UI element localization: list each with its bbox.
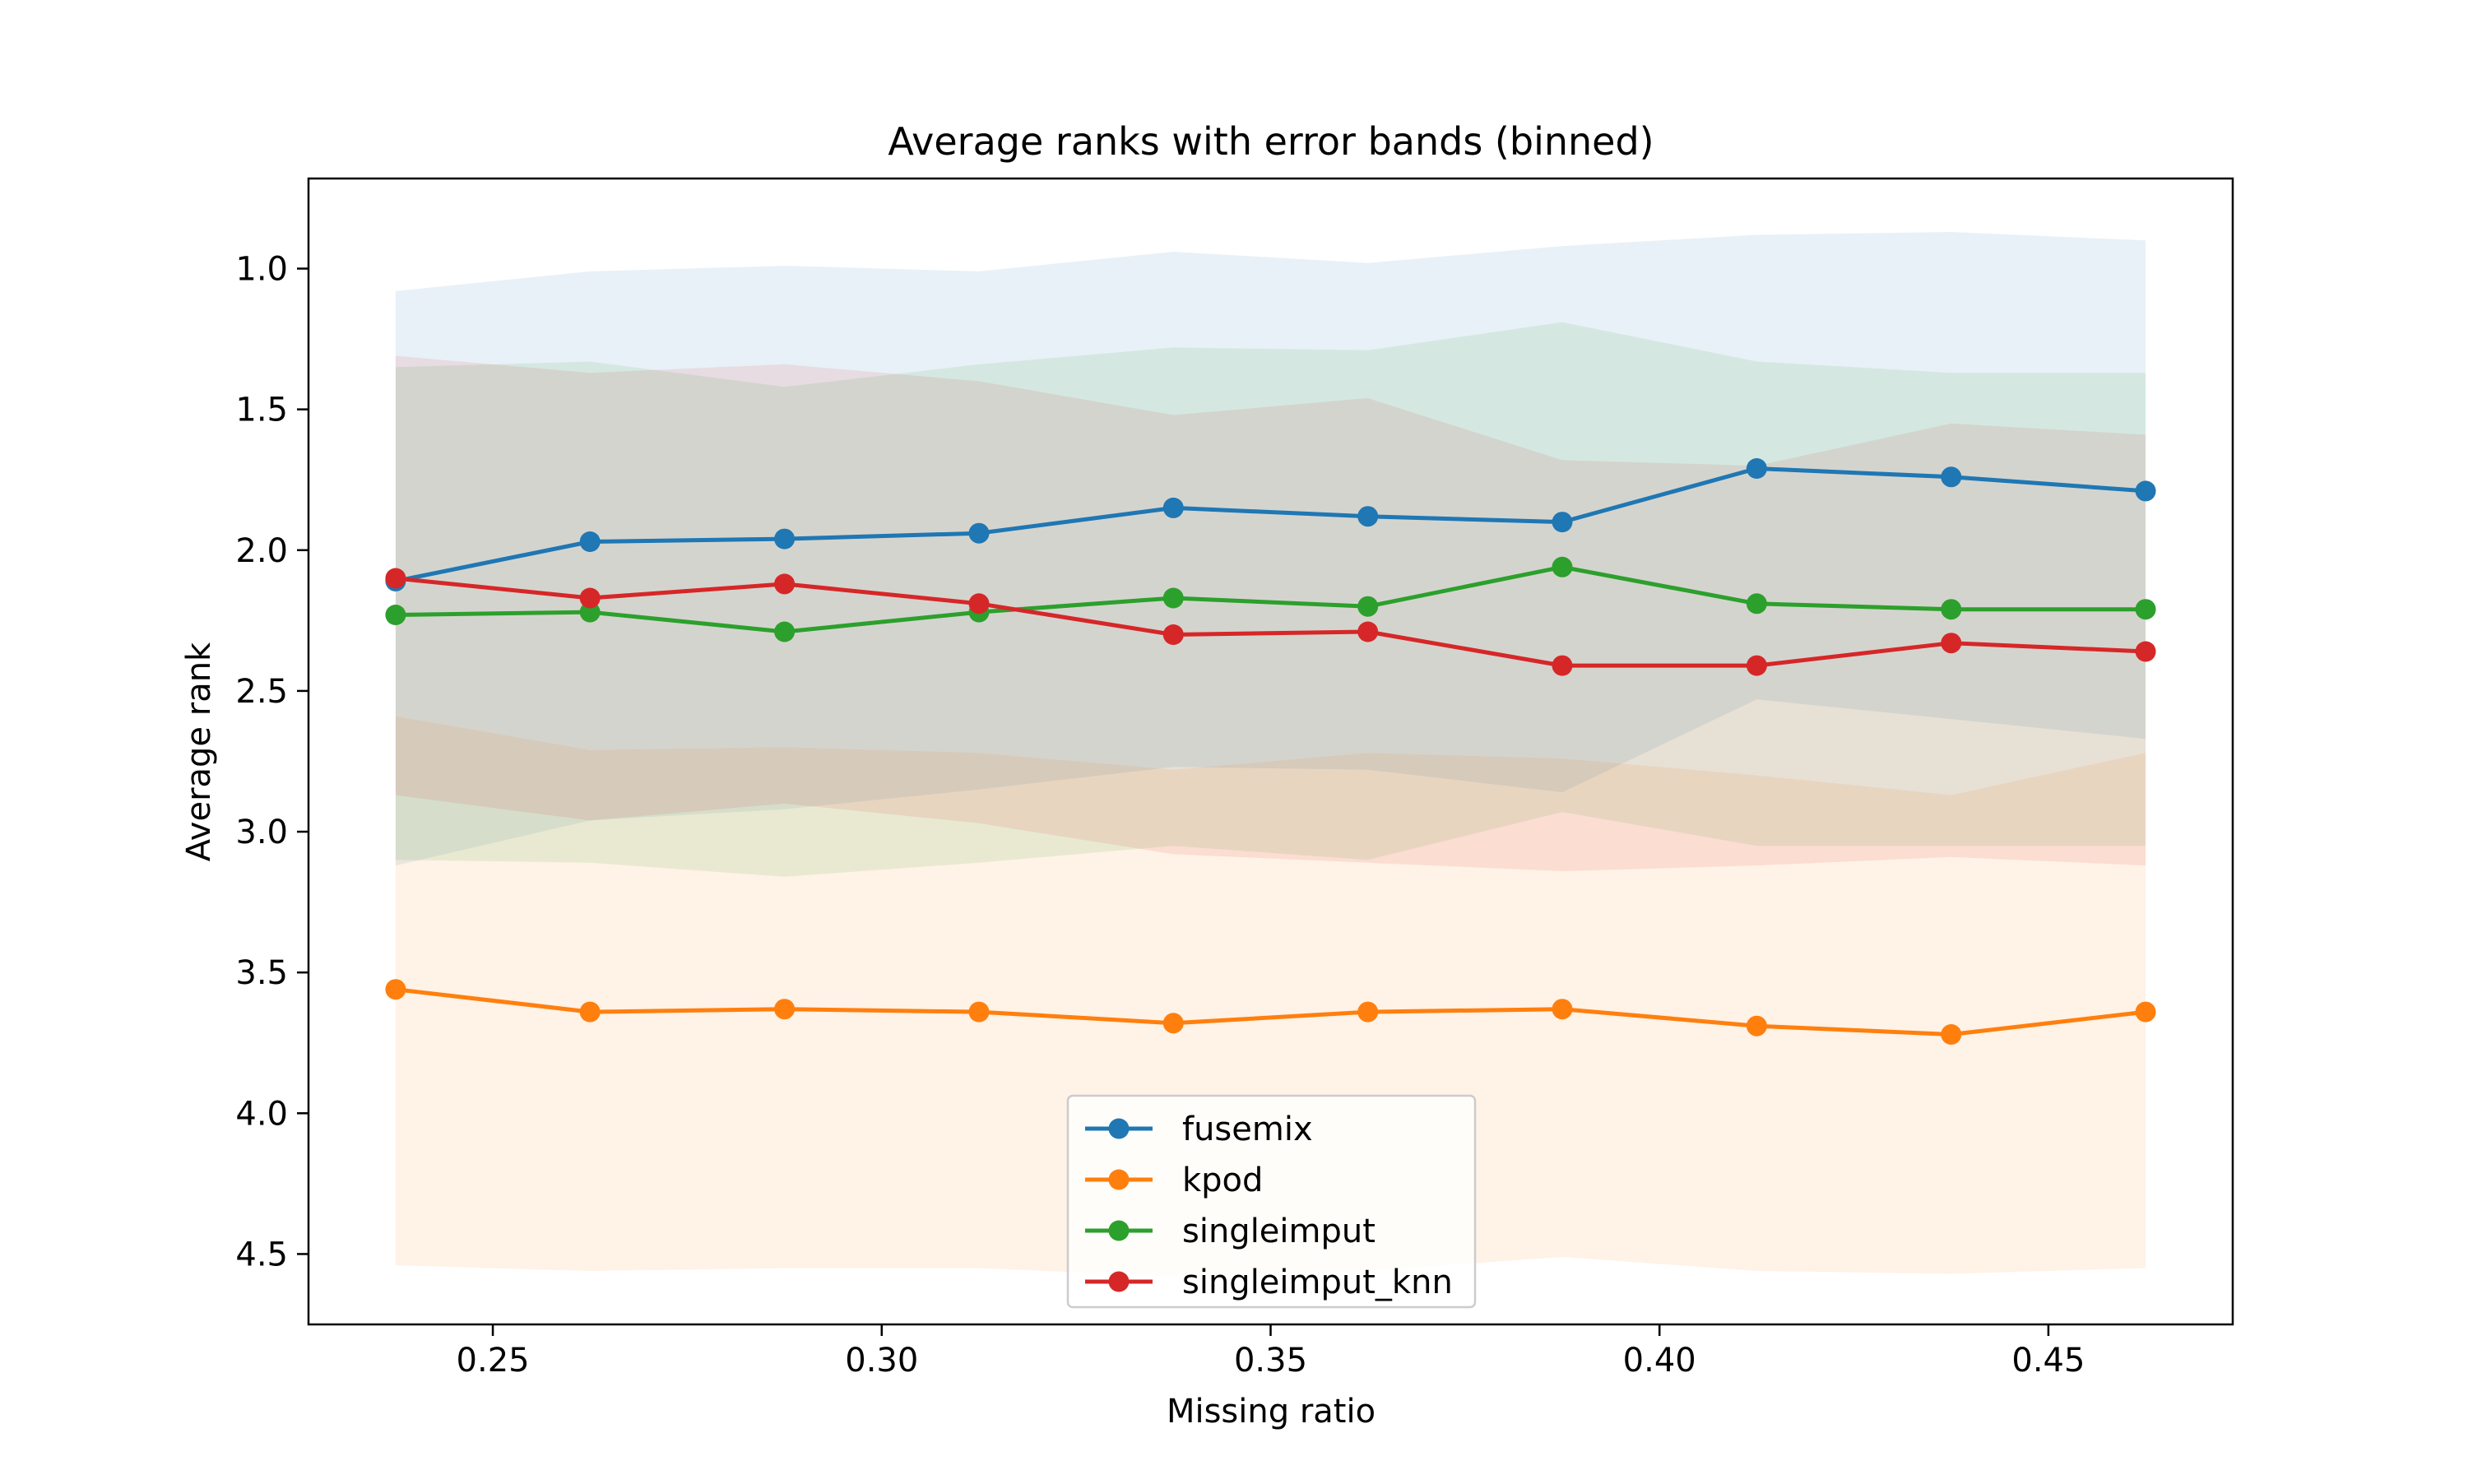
y-tick-label: 3.0 [235, 814, 288, 851]
data-point-kpod [968, 1001, 990, 1023]
data-point-singleimput_knn [1552, 655, 1573, 676]
data-point-singleimput_knn [2135, 641, 2156, 662]
x-tick-label: 0.35 [1234, 1342, 1307, 1380]
data-point-kpod [2135, 1001, 2156, 1023]
data-point-singleimput [385, 605, 406, 625]
x-tick-label: 0.45 [2011, 1342, 2085, 1380]
data-point-singleimput [1162, 587, 1184, 609]
series-points-layer [385, 458, 2156, 1045]
legend: fusemix kpod singleimput singleimput_knn [1066, 1094, 1477, 1309]
legend-marker-kpod [1108, 1169, 1130, 1190]
data-point-singleimput_knn [1746, 655, 1767, 676]
legend-label-fusemix: fusemix [1182, 1111, 1313, 1148]
data-point-singleimput [2135, 599, 2156, 620]
error-band-fusemix [395, 232, 2146, 866]
series-lines-layer [395, 466, 2146, 1036]
data-point-kpod [774, 999, 796, 1020]
data-point-singleimput_knn [1162, 624, 1184, 645]
data-point-kpod [1746, 1015, 1767, 1036]
data-point-fusemix [968, 522, 990, 544]
data-point-fusemix [774, 528, 796, 550]
error-band-singleimput_knn [395, 355, 2146, 872]
series-line-singleimput [395, 564, 2146, 634]
legend-marker-singleimput_knn [1108, 1271, 1130, 1292]
error-bands-layer [395, 232, 2146, 1277]
error-band-singleimput [395, 322, 2146, 877]
data-point-singleimput [1357, 596, 1379, 617]
legend-label-kpod: kpod [1182, 1162, 1263, 1199]
series-line-kpod [395, 987, 2146, 1036]
y-tick-label: 4.0 [235, 1095, 288, 1133]
data-point-fusemix [1552, 512, 1573, 533]
legend-label-singleimput_knn: singleimput_knn [1182, 1264, 1453, 1301]
data-point-fusemix [1357, 506, 1379, 527]
chart-title: Average ranks with error bands (binned) [888, 119, 1654, 164]
data-point-singleimput_knn [968, 593, 990, 614]
y-tick-label: 4.5 [235, 1236, 288, 1273]
x-tick-label: 0.40 [1623, 1342, 1696, 1380]
y-axis: 1.0 1.5 2.0 2.5 3.0 3.5 4.0 4.5 [235, 251, 308, 1273]
legend-entries: fusemix kpod singleimput singleimput_knn [1085, 1111, 1453, 1301]
legend-marker-singleimput [1108, 1220, 1130, 1241]
data-point-kpod [579, 1001, 601, 1023]
legend-label-singleimput: singleimput [1182, 1213, 1375, 1250]
y-tick-label: 2.5 [235, 673, 288, 711]
data-point-singleimput [579, 601, 601, 623]
y-tick-label: 1.0 [235, 251, 288, 289]
x-tick-label: 0.25 [457, 1342, 530, 1380]
y-tick-label: 1.5 [235, 392, 288, 429]
data-point-singleimput_knn [579, 587, 601, 609]
data-point-fusemix [1941, 466, 1962, 488]
data-point-kpod [1941, 1024, 1962, 1045]
data-point-kpod [1552, 999, 1573, 1020]
data-point-singleimput [774, 621, 796, 642]
data-point-singleimput_knn [1941, 633, 1962, 654]
x-tick-label: 0.30 [845, 1342, 918, 1380]
data-point-singleimput_knn [1357, 621, 1379, 642]
y-tick-label: 2.0 [235, 532, 288, 570]
data-point-kpod [1357, 1001, 1379, 1023]
y-axis-label: Average rank [180, 642, 218, 861]
data-point-kpod [1162, 1013, 1184, 1034]
data-point-kpod [385, 979, 406, 1000]
legend-box [1066, 1094, 1477, 1309]
data-point-fusemix [579, 531, 601, 552]
x-axis-label: Missing ratio [1167, 1393, 1375, 1431]
data-point-singleimput_knn [774, 573, 796, 595]
series-line-singleimput_knn [395, 576, 2146, 668]
data-point-fusemix [1162, 497, 1184, 518]
data-point-singleimput [1941, 599, 1962, 620]
data-point-singleimput [1746, 593, 1767, 614]
series-line-fusemix [395, 466, 2146, 583]
data-point-singleimput_knn [385, 568, 406, 589]
error-band-kpod [395, 716, 2146, 1277]
data-point-singleimput [1552, 556, 1573, 577]
y-tick-label: 3.5 [235, 954, 288, 992]
x-axis: 0.25 0.30 0.35 0.40 0.45 [457, 1324, 2085, 1380]
legend-marker-fusemix [1108, 1118, 1130, 1139]
data-point-fusemix [1746, 458, 1767, 479]
data-point-fusemix [2135, 480, 2156, 502]
